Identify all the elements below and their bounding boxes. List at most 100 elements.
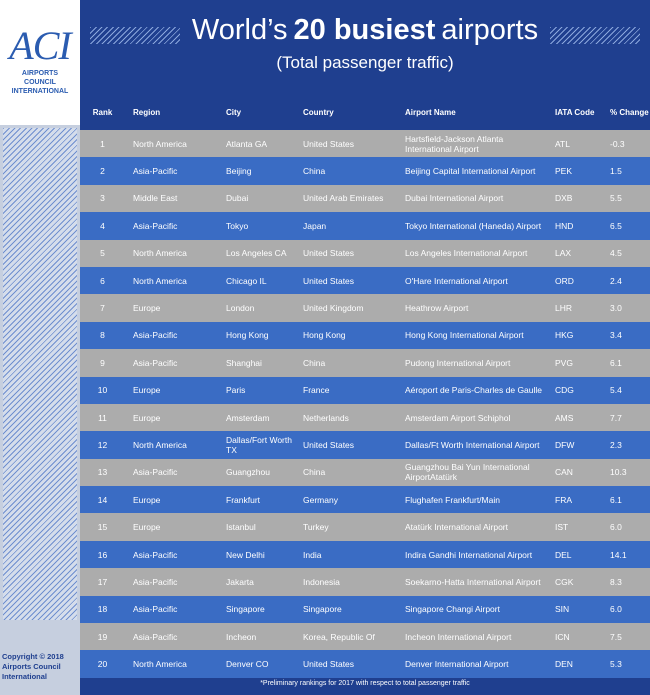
table-cell: 11 [80,403,125,432]
table-cell: DEL [547,540,602,569]
table-cell: China [295,349,397,377]
table-cell: Dallas/Ft Worth International Airport [397,431,547,459]
table-cell: 3.0 [602,294,650,322]
table-cell: Shanghai [218,349,295,377]
table-cell: LAX [547,239,602,267]
table-cell: Dubai International Airport [397,184,547,213]
table-cell: Flughafen Frankfurt/Main [397,486,547,514]
table-cell: 12 [80,431,125,459]
table-cell: Indonesia [295,568,397,596]
table-row: 12 North America Dallas/Fort Worth TX Unite… [80,431,650,459]
header-stripe [90,27,180,44]
table-cell: 16 [80,540,125,569]
hatch-pattern [3,128,77,620]
table-cell: SIN [547,595,602,624]
table-cell: 6.5 [602,212,650,240]
table-cell: 1.5 [602,157,650,185]
table-cell: Hong Kong [218,321,295,350]
table-cell: 19 [80,623,125,651]
table-cell: 7 [80,294,125,322]
table-cell: ATL [547,130,602,158]
table-cell: Aéroport de Paris-Charles de Gaulle [397,376,547,404]
table-cell: Frankfurt [218,486,295,514]
header-stripe [550,27,640,44]
table-cell: 6.0 [602,513,650,541]
logo: ACI AIRPORTS COUNCIL INTERNATIONAL [0,0,80,125]
table-cell: 4 [80,212,125,240]
table-cell: Singapore [295,595,397,624]
table-cell: North America [125,130,218,158]
table-cell: 2.3 [602,431,650,459]
table-cell: 6.0 [602,595,650,624]
table-row: 9 Asia-Pacific Shanghai China Pudong Interna… [80,349,650,377]
table-row: 1 North America Atlanta GA United States Har… [80,130,650,158]
column-header: Rank [80,95,125,130]
table-cell: 18 [80,595,125,624]
table-cell: Incheon International Airport [397,623,547,651]
table-cell: Amsterdam [218,403,295,432]
table-cell: Hong Kong International Airport [397,321,547,350]
table-cell: North America [125,239,218,267]
title-bold: 20 busiest [293,14,436,46]
table-cell: Asia-Pacific [125,349,218,377]
table-cell: Beijing Capital International Airport [397,157,547,185]
table-cell: 5.3 [602,650,650,678]
table-cell: Europe [125,294,218,322]
title-end: airports [441,14,539,46]
table-cell: Korea, Republic Of [295,623,397,651]
subtitle: (Total passenger traffic) [276,53,454,72]
table-cell: India [295,540,397,569]
table-row: 19 Asia-Pacific Incheon Korea, Republic Of I… [80,623,650,651]
table-cell: United States [295,239,397,267]
table-cell: Hartsfield-Jackson Atlanta International… [397,130,547,158]
table-cell: 14 [80,486,125,514]
header-row: Rank Region City Country Airport Name IATA Co… [80,95,650,130]
table-row: 15 Europe Istanbul Turkey Atatürk Internatio… [80,513,650,541]
copyright: Copyright © 2018 Airports Council Intern… [2,652,64,681]
table-cell: Indira Gandhi International Airport [397,540,547,569]
table-cell: China [295,458,397,487]
table-cell: Asia-Pacific [125,540,218,569]
table-row: 16 Asia-Pacific New Delhi India Indira Gandh… [80,540,650,569]
table-cell: Amsterdam Airport Schiphol [397,403,547,432]
table-cell: AMS [547,403,602,432]
logo-mark: ACI [9,23,71,68]
table-cell: United States [295,130,397,158]
ranking-table: Rank Region City Country Airport Name IATA Co… [80,95,650,678]
header: World’s 20 busiest airports (Total passeng… [80,0,650,95]
table-cell: 6.1 [602,349,650,377]
table-cell: 3.4 [602,321,650,350]
table-cell: Los Angeles CA [218,239,295,267]
table-cell: 3 [80,184,125,213]
table-cell: Guangzhou Bai Yun International AirportA… [397,458,547,487]
table-cell: Asia-Pacific [125,458,218,487]
table-cell: 15 [80,513,125,541]
table-cell: CGK [547,568,602,596]
table-cell: Tokyo [218,212,295,240]
table-row: 14 Europe Frankfurt Germany Flughafen Frankf… [80,486,650,514]
table-cell: Europe [125,486,218,514]
table-cell: New Delhi [218,540,295,569]
table-row: 2 Asia-Pacific Beijing China Beijing Capital… [80,157,650,185]
table-row: 17 Asia-Pacific Jakarta Indonesia Soekarno-H… [80,568,650,596]
table-cell: 9 [80,349,125,377]
table-cell: FRA [547,486,602,514]
footnote: *Preliminary rankings for 2017 with resp… [260,680,470,687]
table-cell: Incheon [218,623,295,651]
table-cell: HND [547,212,602,240]
table-cell: 6.1 [602,486,650,514]
table-cell: Atatürk International Airport [397,513,547,541]
title: World’s 20 busiest airports [80,14,650,47]
table-cell: 7.7 [602,403,650,432]
table-cell: Singapore Changi Airport [397,595,547,624]
column-header: Region [125,95,218,130]
title-start: World’s [191,14,288,46]
table-cell: 2.4 [602,266,650,295]
table-cell: Soekarno-Hatta International Airport [397,568,547,596]
table-cell: LHR [547,294,602,322]
table-cell: United States [295,266,397,295]
table-cell: Beijing [218,157,295,185]
table-row: 5 North America Los Angeles CA United State… [80,239,650,267]
table-cell: Tokyo International (Haneda) Airport [397,212,547,240]
